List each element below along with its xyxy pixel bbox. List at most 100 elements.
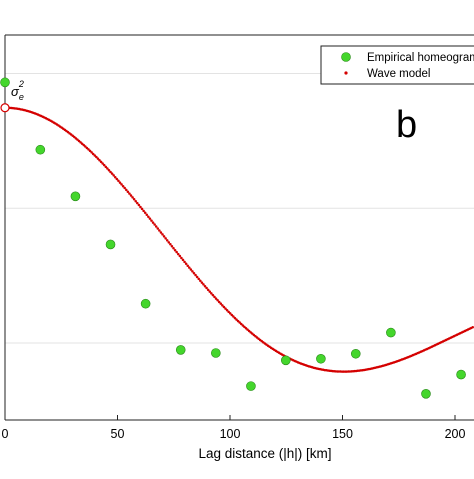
wave-model-point <box>208 290 211 293</box>
wave-model-point <box>169 243 172 246</box>
wave-model-point <box>194 273 197 277</box>
wave-model-point <box>118 181 122 184</box>
wave-model-point <box>148 217 152 220</box>
empirical-point <box>386 327 396 338</box>
wave-model-point <box>98 159 101 162</box>
wave-model-point <box>88 149 92 153</box>
wave-model-point <box>136 201 139 205</box>
x-tick-label: 50 <box>111 427 125 441</box>
empirical-point <box>246 381 256 391</box>
wave-model-point <box>143 211 147 215</box>
wave-model-point <box>205 286 208 290</box>
empirical-point <box>140 298 151 309</box>
sigma-e-squared-label: σe 2 <box>11 79 24 102</box>
wave-model-point <box>96 157 100 160</box>
empirical-point <box>70 191 81 202</box>
plot-area <box>5 35 474 420</box>
wave-model-point <box>170 245 174 248</box>
wave-model-point <box>221 304 224 307</box>
wave-model-point <box>213 295 216 299</box>
wave-model-point <box>134 199 137 203</box>
wave-model-point <box>177 252 180 256</box>
wave-model-point <box>202 283 205 286</box>
wave-model-point <box>162 235 166 238</box>
legend-marker-wave-model <box>344 71 348 75</box>
wave-model-point <box>200 281 204 284</box>
wave-model-point <box>173 248 177 252</box>
wave-model-point <box>224 307 227 310</box>
wave-model-point <box>167 241 171 244</box>
wave-model-point <box>232 315 235 318</box>
wave-model-point <box>145 213 148 216</box>
wave-model-point <box>125 188 128 192</box>
wave-model-point <box>165 239 169 242</box>
wave-model-point <box>101 162 104 165</box>
wave-model-point <box>99 160 103 164</box>
wave-model-point <box>180 256 183 260</box>
wave-model-point <box>240 322 243 326</box>
wave-model-point <box>87 148 90 151</box>
wave-model-point <box>219 302 223 305</box>
wave-model-point <box>216 299 219 302</box>
wave-model-point <box>189 268 193 271</box>
wave-model-point <box>104 165 108 169</box>
wave-model-point <box>227 310 230 314</box>
wave-model-point <box>115 177 119 181</box>
x-axis-label: Lag distance (|h|) [km] <box>198 446 331 461</box>
wave-model-point <box>121 184 125 188</box>
wave-model-point <box>233 316 237 320</box>
wave-model-point <box>191 270 194 273</box>
empirical-point <box>456 369 466 380</box>
wave-model-point <box>90 151 93 154</box>
sigma-base: σ <box>11 84 20 99</box>
wave-model-point <box>158 229 161 232</box>
wave-model-point <box>156 227 160 230</box>
sigma-superscript: 2 <box>18 79 24 89</box>
wave-model-point <box>126 190 130 194</box>
wave-model-point <box>84 145 87 148</box>
wave-model-point <box>172 246 175 250</box>
wave-model-point <box>175 250 178 254</box>
wave-model-point <box>206 288 210 292</box>
legend: Empirical homeogram Wave model <box>320 45 474 85</box>
wave-model-point <box>183 260 186 264</box>
wave-model-point <box>147 215 150 218</box>
wave-model-point <box>151 221 155 224</box>
x-tick-label: 100 <box>220 427 241 441</box>
legend-marker-empirical <box>341 52 351 62</box>
wave-model-point <box>217 300 221 304</box>
empirical-series <box>0 77 466 399</box>
wave-model-point <box>225 308 229 312</box>
empirical-point <box>35 144 46 155</box>
x-ticks: 0 50 100 150 200 <box>2 415 465 441</box>
empirical-point <box>175 345 186 355</box>
wave-model-point <box>195 275 199 279</box>
wave-model-point <box>159 231 163 234</box>
empirical-point <box>0 77 10 88</box>
wave-model-point <box>131 196 134 199</box>
wave-model-point <box>238 321 241 324</box>
wave-model-point <box>164 237 167 240</box>
wave-model-point <box>161 233 164 236</box>
wave-model-point <box>140 207 144 211</box>
wave-model-point <box>95 155 98 159</box>
wave-model-point <box>110 172 114 175</box>
wave-model-point <box>181 258 185 262</box>
empirical-point <box>211 348 221 358</box>
x-tick-label: 0 <box>2 427 9 441</box>
wave-model-point <box>128 192 131 195</box>
wave-model-point <box>184 262 188 266</box>
legend-label-empirical: Empirical homeogram <box>367 52 474 64</box>
wave-model-point <box>197 277 200 281</box>
wave-model-point <box>137 203 141 207</box>
panel-label: b <box>396 104 417 146</box>
wave-model-point <box>129 194 133 197</box>
empirical-point <box>105 239 116 250</box>
wave-model-point <box>117 179 120 183</box>
wave-model-point <box>102 163 106 167</box>
wave-model-point <box>132 198 136 201</box>
wave-model-point <box>188 266 191 269</box>
wave-model-point <box>107 168 111 172</box>
wave-model-point <box>203 284 207 288</box>
